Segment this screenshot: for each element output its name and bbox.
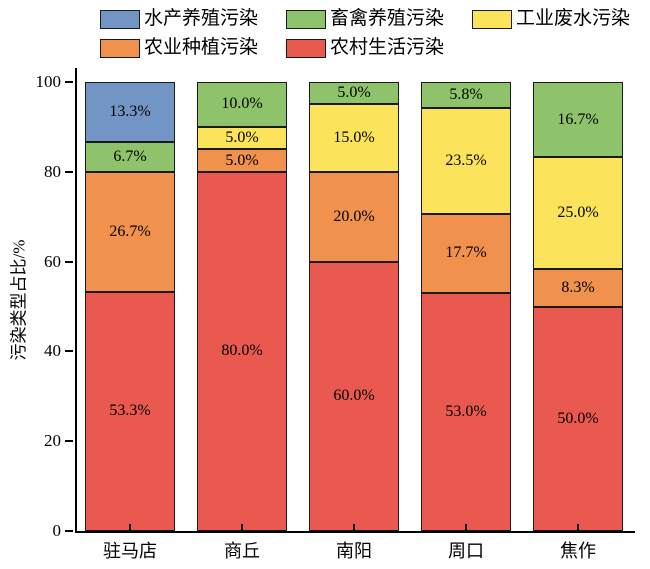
y-tick xyxy=(65,530,73,532)
bar-segment: 15.0% xyxy=(309,104,399,172)
bar-segment: 6.7% xyxy=(85,141,175,172)
bar-segment: 5.0% xyxy=(309,82,399,105)
legend-label: 畜禽养殖污染 xyxy=(330,8,445,29)
bar-segment: 10.0% xyxy=(197,82,287,127)
legend-item: 水产养殖污染 xyxy=(100,8,258,30)
bar-segment: 13.3% xyxy=(85,82,175,142)
x-axis-label: 商丘 xyxy=(224,541,260,561)
bar-segment: 26.7% xyxy=(85,171,175,292)
x-axis-label: 周口 xyxy=(448,541,484,561)
segment-value-label: 6.7% xyxy=(113,147,147,165)
bar-segment: 53.0% xyxy=(421,293,511,531)
bar-1: 13.3% 6.7% 26.7% 53.3% xyxy=(85,82,175,531)
x-axis-label: 焦作 xyxy=(560,541,596,561)
x-tick xyxy=(577,524,579,531)
segment-value-label: 23.5% xyxy=(445,151,487,169)
legend-swatch-icon xyxy=(286,38,327,58)
bar-segment: 5.0% xyxy=(197,126,287,150)
y-tick xyxy=(65,260,73,263)
legend-swatch-icon xyxy=(100,9,140,29)
segment-value-label: 5.0% xyxy=(225,151,259,169)
legend-label: 农业种植污染 xyxy=(144,37,259,58)
bar-segment: 50.0% xyxy=(533,306,623,531)
segment-value-label: 5.0% xyxy=(337,84,371,102)
legend-swatch-icon xyxy=(100,38,140,58)
segment-value-label: 50.0% xyxy=(557,409,599,427)
bar-segment: 20.0% xyxy=(309,171,399,262)
segment-value-label: 60.0% xyxy=(333,387,375,405)
segment-value-label: 80.0% xyxy=(221,342,263,360)
legend-item: 农业种植污染 xyxy=(100,37,258,59)
x-axis-label: 南阳 xyxy=(336,541,372,561)
bar-4: 5.8% 23.5% 17.7% 53.0% xyxy=(421,82,511,531)
segment-value-label: 53.3% xyxy=(109,402,151,420)
y-tick xyxy=(65,170,73,173)
segment-value-label: 17.7% xyxy=(445,244,487,262)
legend-label: 水产养殖污染 xyxy=(144,8,259,29)
x-tick xyxy=(353,524,355,531)
x-axis-labels: 驻马店 商丘 南阳 周口 焦作 xyxy=(85,540,622,564)
segment-value-label: 10.0% xyxy=(221,95,263,113)
segment-value-label: 26.7% xyxy=(109,222,151,240)
y-axis: 0 20 40 60 80 100 xyxy=(0,72,75,540)
y-tick xyxy=(65,81,73,83)
x-axis-label: 驻马店 xyxy=(103,541,157,561)
legend-item: 工业废水污染 xyxy=(472,8,630,30)
x-tick xyxy=(129,524,131,531)
bar-5: 16.7% 25.0% 8.3% 50.0% xyxy=(533,82,623,531)
segment-value-label: 25.0% xyxy=(557,204,599,222)
bar-segment: 60.0% xyxy=(309,261,399,531)
legend-label: 农村生活污染 xyxy=(330,37,445,58)
bar-2: 10.0% 5.0% 5.0% 80.0% xyxy=(197,82,287,531)
y-tick-label: 20 xyxy=(44,431,61,451)
bar-segment: 17.7% xyxy=(421,213,511,294)
y-tick-label: 0 xyxy=(52,521,62,540)
x-axis-spine xyxy=(75,531,635,533)
segment-value-label: 15.0% xyxy=(333,129,375,147)
segment-value-label: 20.0% xyxy=(333,207,375,225)
legend-item: 畜禽养殖污染 xyxy=(286,8,444,30)
bar-segment: 5.8% xyxy=(421,82,511,109)
bar-segment: 53.3% xyxy=(85,291,175,531)
legend: 水产养殖污染 畜禽养殖污染 工业废水污染农业种植污染 农村生活污染 xyxy=(100,8,630,59)
segment-value-label: 53.0% xyxy=(445,403,487,421)
y-tick-label: 40 xyxy=(44,341,61,361)
x-tick xyxy=(241,524,243,531)
legend-item: 农村生活污染 xyxy=(286,37,444,59)
segment-value-label: 16.7% xyxy=(557,110,599,128)
bar-segment: 16.7% xyxy=(533,82,623,157)
y-tick-label: 80 xyxy=(44,161,61,181)
x-tick xyxy=(465,524,467,531)
y-tick xyxy=(65,350,73,353)
legend-swatch-icon xyxy=(472,9,513,29)
plot-area: 13.3% 6.7% 26.7% 53.3% 10.0% 5.0% 5.0% 80.0% 5.0… xyxy=(85,82,623,531)
legend-label: 工业废水污染 xyxy=(516,8,631,29)
y-tick-label: 100 xyxy=(35,72,62,91)
bar-segment: 25.0% xyxy=(533,156,623,270)
segment-value-label: 5.0% xyxy=(225,129,259,147)
bar-segment: 80.0% xyxy=(197,171,287,531)
bar-segment: 5.0% xyxy=(197,149,287,172)
legend-row-2: 农业种植污染 农村生活污染 xyxy=(100,37,630,59)
bar-segment: 23.5% xyxy=(421,108,511,214)
legend-swatch-icon xyxy=(286,9,327,29)
legend-row-1: 水产养殖污染 畜禽养殖污染 工业废水污染 xyxy=(100,8,630,30)
bar-3: 5.0% 15.0% 20.0% 60.0% xyxy=(309,82,399,531)
y-axis-spine xyxy=(75,68,77,533)
bar-segment: 8.3% xyxy=(533,269,623,307)
segment-value-label: 13.3% xyxy=(109,102,151,120)
segment-value-label: 8.3% xyxy=(561,278,595,296)
y-tick-label: 60 xyxy=(44,251,61,271)
y-tick xyxy=(65,440,73,443)
segment-value-label: 5.8% xyxy=(449,86,483,104)
